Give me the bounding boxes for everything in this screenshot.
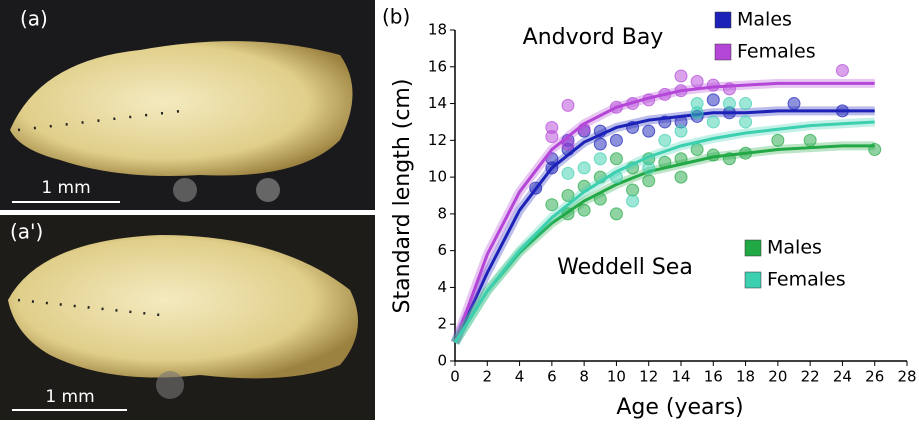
y-tick-label: 12 bbox=[428, 131, 447, 149]
group-title: Weddell Sea bbox=[557, 255, 693, 280]
x-tick-label: 4 bbox=[515, 368, 525, 386]
legend-label: Males bbox=[767, 237, 822, 259]
fit-curve bbox=[453, 144, 875, 344]
legend-label: Females bbox=[737, 41, 816, 63]
point bbox=[739, 115, 753, 129]
point bbox=[706, 93, 720, 107]
point bbox=[561, 166, 575, 180]
point bbox=[609, 152, 623, 166]
point bbox=[706, 115, 720, 129]
point bbox=[674, 69, 688, 83]
point bbox=[609, 207, 623, 221]
scale-label: 1 mm bbox=[45, 387, 94, 407]
point bbox=[835, 63, 849, 77]
legend-label: Males bbox=[737, 9, 792, 31]
point bbox=[545, 198, 559, 212]
fit-curve bbox=[453, 81, 875, 344]
x-axis-title: Age (years) bbox=[616, 395, 743, 420]
y-tick-label: 2 bbox=[437, 315, 447, 333]
legend-swatch bbox=[714, 43, 732, 61]
x-tick-label: 20 bbox=[768, 368, 787, 386]
photo-a-prime: (a') 1 mm bbox=[0, 215, 375, 420]
point bbox=[658, 133, 672, 147]
point bbox=[674, 170, 688, 184]
panel-label: (a') bbox=[10, 220, 43, 244]
fit-band bbox=[451, 117, 875, 346]
point bbox=[577, 203, 591, 217]
x-tick-label: 18 bbox=[736, 368, 755, 386]
point bbox=[626, 194, 640, 208]
point bbox=[561, 98, 575, 112]
x-tick-label: 10 bbox=[607, 368, 626, 386]
point bbox=[545, 120, 559, 134]
group-title: Andvord Bay bbox=[523, 25, 664, 50]
point bbox=[690, 97, 704, 111]
x-tick-label: 8 bbox=[579, 368, 589, 386]
panel-label: (a) bbox=[20, 7, 48, 31]
legend-swatch bbox=[744, 271, 762, 289]
y-tick-label: 14 bbox=[428, 94, 447, 112]
x-tick-label: 16 bbox=[704, 368, 723, 386]
point bbox=[577, 161, 591, 175]
legend-swatch bbox=[714, 11, 732, 29]
x-tick-label: 2 bbox=[483, 368, 493, 386]
x-tick-label: 26 bbox=[865, 368, 884, 386]
fit-curve bbox=[453, 120, 875, 344]
point bbox=[771, 133, 785, 147]
y-tick-label: 10 bbox=[428, 168, 447, 186]
y-tick-label: 18 bbox=[428, 21, 447, 39]
scale-label: 1 mm bbox=[41, 178, 90, 198]
legend-swatch bbox=[744, 239, 762, 257]
point bbox=[642, 124, 656, 138]
point bbox=[739, 97, 753, 111]
point bbox=[626, 183, 640, 197]
photo-a: (a) 1 mm bbox=[0, 0, 375, 210]
x-tick-label: 28 bbox=[897, 368, 916, 386]
x-tick-label: 24 bbox=[833, 368, 852, 386]
y-axis-title: Standard length (cm) bbox=[390, 79, 415, 314]
x-tick-label: 14 bbox=[671, 368, 690, 386]
x-tick-label: 12 bbox=[639, 368, 658, 386]
y-tick-label: 16 bbox=[428, 57, 447, 75]
point bbox=[561, 189, 575, 202]
y-tick-label: 8 bbox=[437, 204, 447, 222]
x-tick-label: 0 bbox=[450, 368, 460, 386]
point bbox=[642, 174, 656, 188]
fit-curve bbox=[453, 109, 875, 344]
point bbox=[593, 137, 607, 151]
point bbox=[609, 133, 623, 147]
point bbox=[674, 124, 688, 138]
point bbox=[722, 97, 736, 111]
x-tick-label: 6 bbox=[547, 368, 557, 386]
y-tick-label: 6 bbox=[437, 241, 447, 259]
y-tick-label: 4 bbox=[437, 278, 447, 296]
y-tick-label: 0 bbox=[437, 352, 447, 370]
panel-label: (b) bbox=[382, 5, 410, 29]
legend-label: Females bbox=[767, 269, 846, 291]
x-tick-label: 22 bbox=[801, 368, 820, 386]
point bbox=[642, 161, 656, 175]
point bbox=[593, 152, 607, 166]
